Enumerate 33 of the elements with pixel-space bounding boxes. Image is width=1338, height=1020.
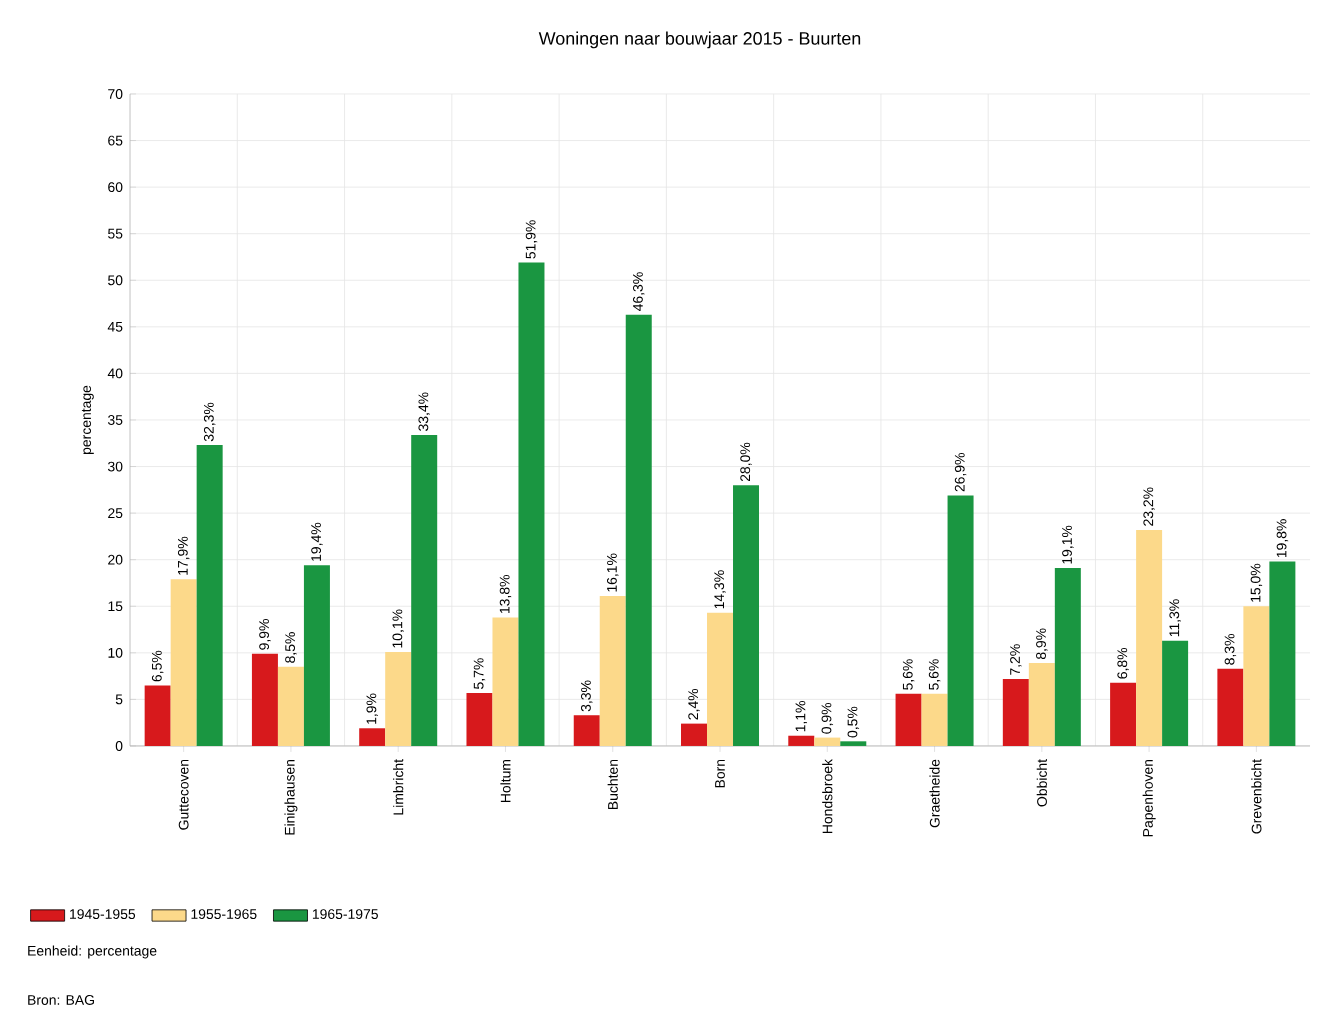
bar <box>466 692 493 746</box>
bar <box>1136 529 1163 746</box>
bar <box>947 495 974 746</box>
bar <box>1162 640 1189 746</box>
bar <box>144 685 171 746</box>
bar <box>573 715 600 746</box>
bar <box>1002 678 1029 746</box>
bar <box>707 612 734 746</box>
bar <box>1217 668 1244 746</box>
bar <box>196 445 223 746</box>
bar <box>1269 561 1296 746</box>
bar <box>1028 663 1055 746</box>
bar <box>170 579 197 746</box>
chart-title: Woningen naar bouwjaar 2015 - Buurten <box>538 31 861 49</box>
bar <box>921 693 948 746</box>
bar <box>251 653 278 746</box>
bar <box>788 735 815 746</box>
bar <box>733 485 760 746</box>
bar <box>895 693 922 746</box>
bar <box>1110 682 1137 746</box>
bar <box>492 617 519 746</box>
bar <box>814 737 841 746</box>
bar <box>681 723 708 746</box>
bar <box>359 728 386 746</box>
bar <box>1054 568 1081 746</box>
bar <box>625 314 652 746</box>
bar <box>599 596 626 746</box>
bar <box>385 651 412 746</box>
bar <box>1243 606 1270 746</box>
bar <box>518 262 545 746</box>
bar <box>411 434 438 746</box>
bar <box>303 565 330 746</box>
bar <box>277 666 304 746</box>
